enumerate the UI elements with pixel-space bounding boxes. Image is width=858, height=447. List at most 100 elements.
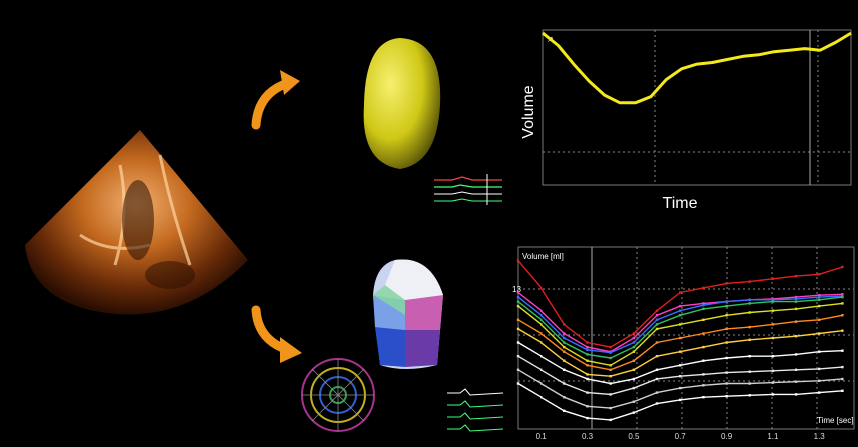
lv-volume-surface [363,38,441,169]
segment-point [702,359,705,362]
segment-point [586,359,589,362]
segment-point [748,302,751,305]
segment-point [702,304,705,307]
segment-point [540,286,543,290]
segment-point [818,350,821,353]
segment-point [655,323,659,326]
segment-point [609,382,612,385]
segment-point [702,373,705,376]
segment-point [725,282,728,285]
segment-point [609,406,612,410]
x-tick-label: 0.1 [536,432,548,441]
segment-point [540,323,543,326]
segment-point [516,295,520,299]
segment-point [725,371,728,374]
x-tick-labels: 0.1 0.3 0.5 0.7 0.9 1.1 1.3 [536,432,826,441]
segment-point [540,341,543,344]
segment-point [841,293,844,296]
segment-point [516,355,520,358]
segment-point [748,338,751,341]
x-tick-label: 0.5 [628,432,640,441]
segment-point [794,274,798,278]
segment-point [771,355,775,358]
segment-point [702,396,705,399]
x-tick-label: 0.9 [721,432,733,441]
segment-point [702,384,705,387]
segment-point [609,345,612,349]
mini-trace-bottom [447,388,504,432]
segment-point [748,355,751,358]
segment-point [725,327,728,331]
segment-point [586,345,589,349]
segment-point [702,286,705,290]
segment-point [540,355,543,358]
segment-point [679,309,682,312]
segment-point [771,323,775,326]
x-tick-label: 0.7 [675,432,687,441]
bottom-series-group [516,259,844,422]
segment-point [725,300,728,303]
segment-point [841,329,844,332]
echo-ultrasound-image [25,130,248,315]
segment-point [563,336,566,340]
segment-point [725,341,728,344]
top-chart-ylabel: Volume [520,85,537,138]
segment-point [563,323,566,326]
segment-point [725,395,728,398]
segment-point [771,336,775,340]
segment-point [702,345,705,349]
segment-point [818,318,821,321]
bullseye-plot [301,358,375,432]
segment-point [679,375,682,378]
segment-point [679,291,682,294]
segment-point [702,318,705,321]
segment-point [609,393,612,396]
segment-point [540,314,543,317]
segment-point [586,416,589,420]
segment-point [632,359,636,362]
segment-point [609,368,612,371]
segment-point [818,273,821,276]
segment-point [540,396,543,399]
segment-point [818,298,821,301]
segment-point [586,405,589,408]
segment-point [702,302,705,305]
segment-point [609,364,612,367]
top-chart-xlabel: Time [663,195,698,212]
segment-point [702,307,705,311]
segment-point [794,368,798,371]
segment-point [516,382,520,385]
segment-point [586,373,589,376]
segment-point [516,327,520,331]
segment-point [632,345,636,349]
segment-point [679,323,682,326]
segment-point [794,297,798,301]
segment-point [516,341,520,344]
segment-point [655,318,659,321]
bottom-chart-xlabel: Time [sec] [817,416,854,425]
segment-point [632,411,636,414]
segment-point [771,298,775,301]
segment-point [609,356,612,360]
segment-point [841,365,844,369]
segment-point [516,304,520,308]
segment-point [771,369,775,372]
segment-point [679,350,682,353]
segment-point [794,300,798,303]
segment-point [655,355,659,358]
segment-point [540,309,543,312]
segment-point [655,402,659,405]
segment-point [794,393,798,396]
segment-point [632,377,636,381]
segment-point [563,341,566,344]
segment-point [632,400,636,403]
segment-point [540,318,543,321]
segment-point [725,356,728,360]
bottom-chart-ylabel: Volume [ml] [522,252,564,261]
top-series-group [542,31,852,105]
segment-point [679,364,682,367]
segment-point [563,382,566,385]
segment-point [563,332,566,335]
segment-point [818,379,821,382]
segment-point [794,335,798,338]
